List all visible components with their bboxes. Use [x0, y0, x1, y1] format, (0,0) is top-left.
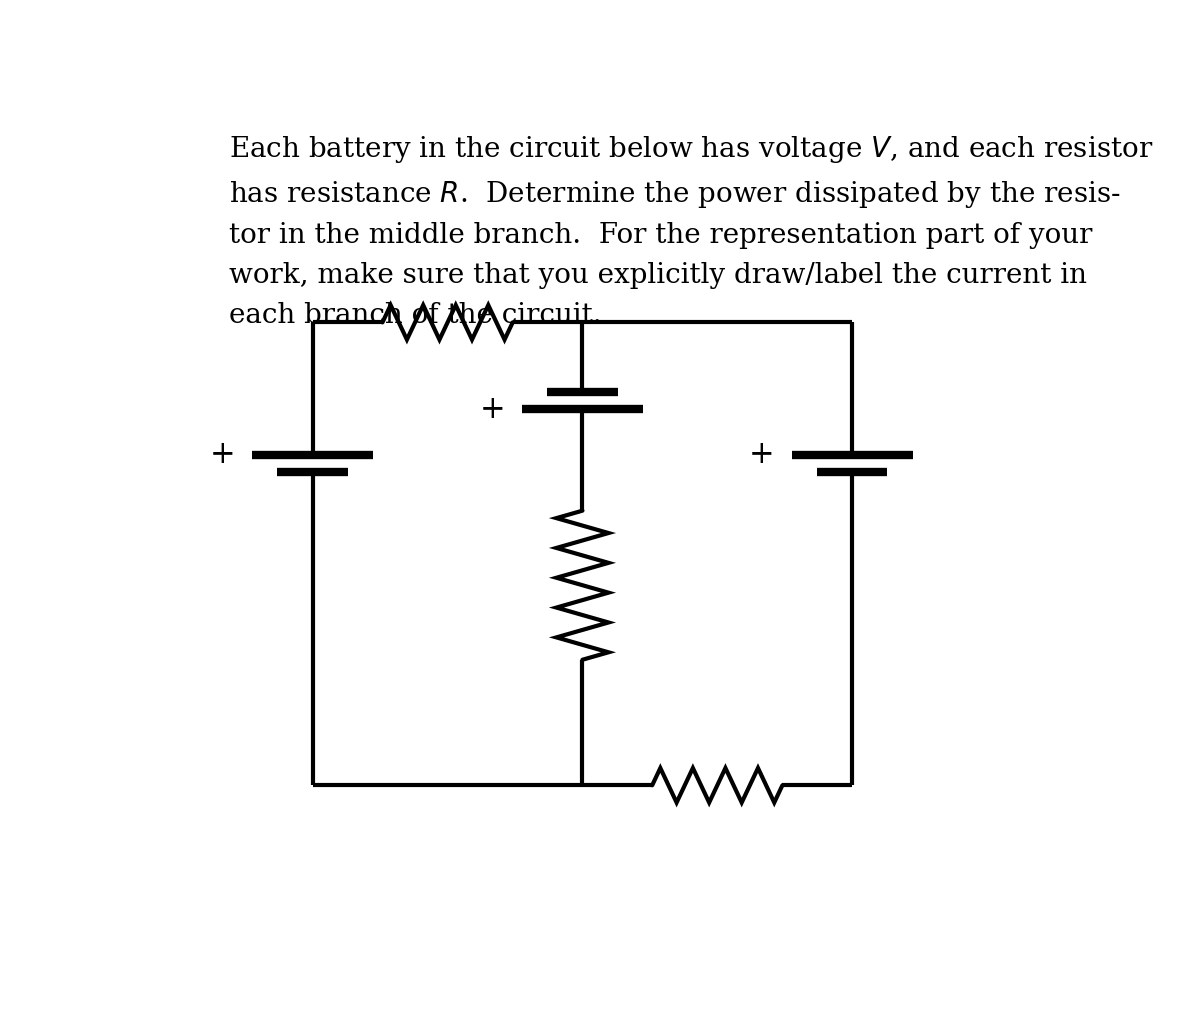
Text: +: +	[749, 439, 775, 471]
Text: Each battery in the circuit below has voltage $V$, and each resistor
has resista: Each battery in the circuit below has vo…	[229, 135, 1153, 329]
Text: +: +	[210, 439, 235, 471]
Text: +: +	[480, 394, 505, 425]
